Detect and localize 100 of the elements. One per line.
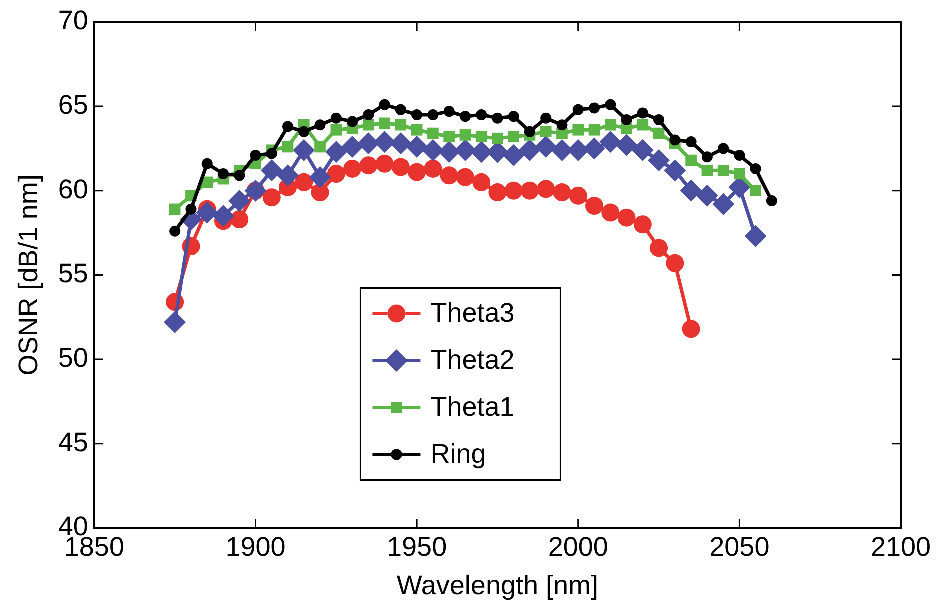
point xyxy=(234,170,246,182)
point xyxy=(588,124,600,136)
point xyxy=(472,173,491,192)
point xyxy=(634,216,652,234)
point xyxy=(395,119,407,131)
point xyxy=(508,131,520,143)
point xyxy=(637,119,649,131)
point xyxy=(327,165,346,183)
point xyxy=(702,152,713,163)
point xyxy=(524,126,536,138)
point xyxy=(572,104,584,116)
point xyxy=(444,131,455,143)
x-tick-label: 1950 xyxy=(387,532,448,562)
point xyxy=(230,210,249,229)
point xyxy=(169,204,181,216)
point xyxy=(712,193,735,216)
point xyxy=(330,112,342,124)
point xyxy=(196,202,218,224)
point xyxy=(654,114,665,126)
point xyxy=(680,180,702,202)
point xyxy=(589,102,600,114)
point xyxy=(260,160,283,182)
point xyxy=(518,139,541,162)
point xyxy=(584,138,606,160)
point xyxy=(330,124,342,136)
point xyxy=(379,99,390,110)
point xyxy=(632,139,654,162)
point xyxy=(438,141,460,164)
point xyxy=(428,128,439,140)
point xyxy=(277,164,300,187)
point xyxy=(734,150,746,161)
point xyxy=(460,111,471,122)
point xyxy=(586,197,604,216)
point xyxy=(406,136,428,158)
point xyxy=(520,182,539,200)
point xyxy=(358,132,380,155)
point xyxy=(540,126,552,138)
point xyxy=(535,136,558,158)
legend-label: Theta1 xyxy=(430,392,515,422)
point xyxy=(637,108,648,119)
point xyxy=(392,158,410,176)
point xyxy=(314,141,326,153)
point xyxy=(295,173,314,192)
point xyxy=(460,130,472,141)
point xyxy=(360,156,378,175)
point xyxy=(411,124,423,136)
point xyxy=(508,111,520,122)
point xyxy=(502,144,525,166)
point xyxy=(212,205,234,228)
point xyxy=(376,154,394,173)
point xyxy=(314,120,326,131)
point xyxy=(744,225,767,248)
point xyxy=(186,204,197,215)
y-tick-label: 65 xyxy=(58,90,88,120)
point xyxy=(379,118,390,130)
point xyxy=(476,109,488,120)
point xyxy=(293,139,316,162)
y-tick-label: 55 xyxy=(58,258,88,289)
point xyxy=(266,148,278,160)
point xyxy=(750,163,762,174)
point xyxy=(556,120,568,131)
point xyxy=(682,320,700,338)
point xyxy=(666,254,684,272)
point xyxy=(218,168,229,180)
point xyxy=(621,114,632,126)
legend-label: Theta3 xyxy=(430,298,515,328)
point xyxy=(374,130,396,153)
point xyxy=(170,226,181,237)
x-tick-label: 2050 xyxy=(710,532,770,562)
point xyxy=(766,195,778,206)
point xyxy=(347,116,358,128)
point xyxy=(344,160,362,178)
point xyxy=(718,164,730,176)
point xyxy=(325,141,348,164)
point xyxy=(488,184,507,202)
point xyxy=(363,119,374,131)
point xyxy=(650,239,668,258)
point xyxy=(572,124,584,136)
point xyxy=(569,186,588,205)
point xyxy=(309,166,332,188)
point xyxy=(616,134,638,156)
y-tick-label: 50 xyxy=(58,342,88,373)
point xyxy=(476,131,488,143)
point xyxy=(702,164,714,176)
point xyxy=(395,104,406,116)
point xyxy=(718,143,730,154)
point xyxy=(537,180,556,198)
point xyxy=(734,168,746,180)
point xyxy=(648,150,670,172)
y-axis-title: OSNR [dB/1 nm] xyxy=(14,174,44,376)
point xyxy=(311,184,330,202)
point xyxy=(412,109,423,120)
point xyxy=(602,204,620,222)
point xyxy=(424,160,442,178)
y-tick-label: 45 xyxy=(58,427,88,458)
point xyxy=(262,188,281,207)
point xyxy=(670,134,681,146)
x-tick-label: 2100 xyxy=(870,532,932,562)
point xyxy=(342,136,364,158)
point xyxy=(444,106,455,118)
